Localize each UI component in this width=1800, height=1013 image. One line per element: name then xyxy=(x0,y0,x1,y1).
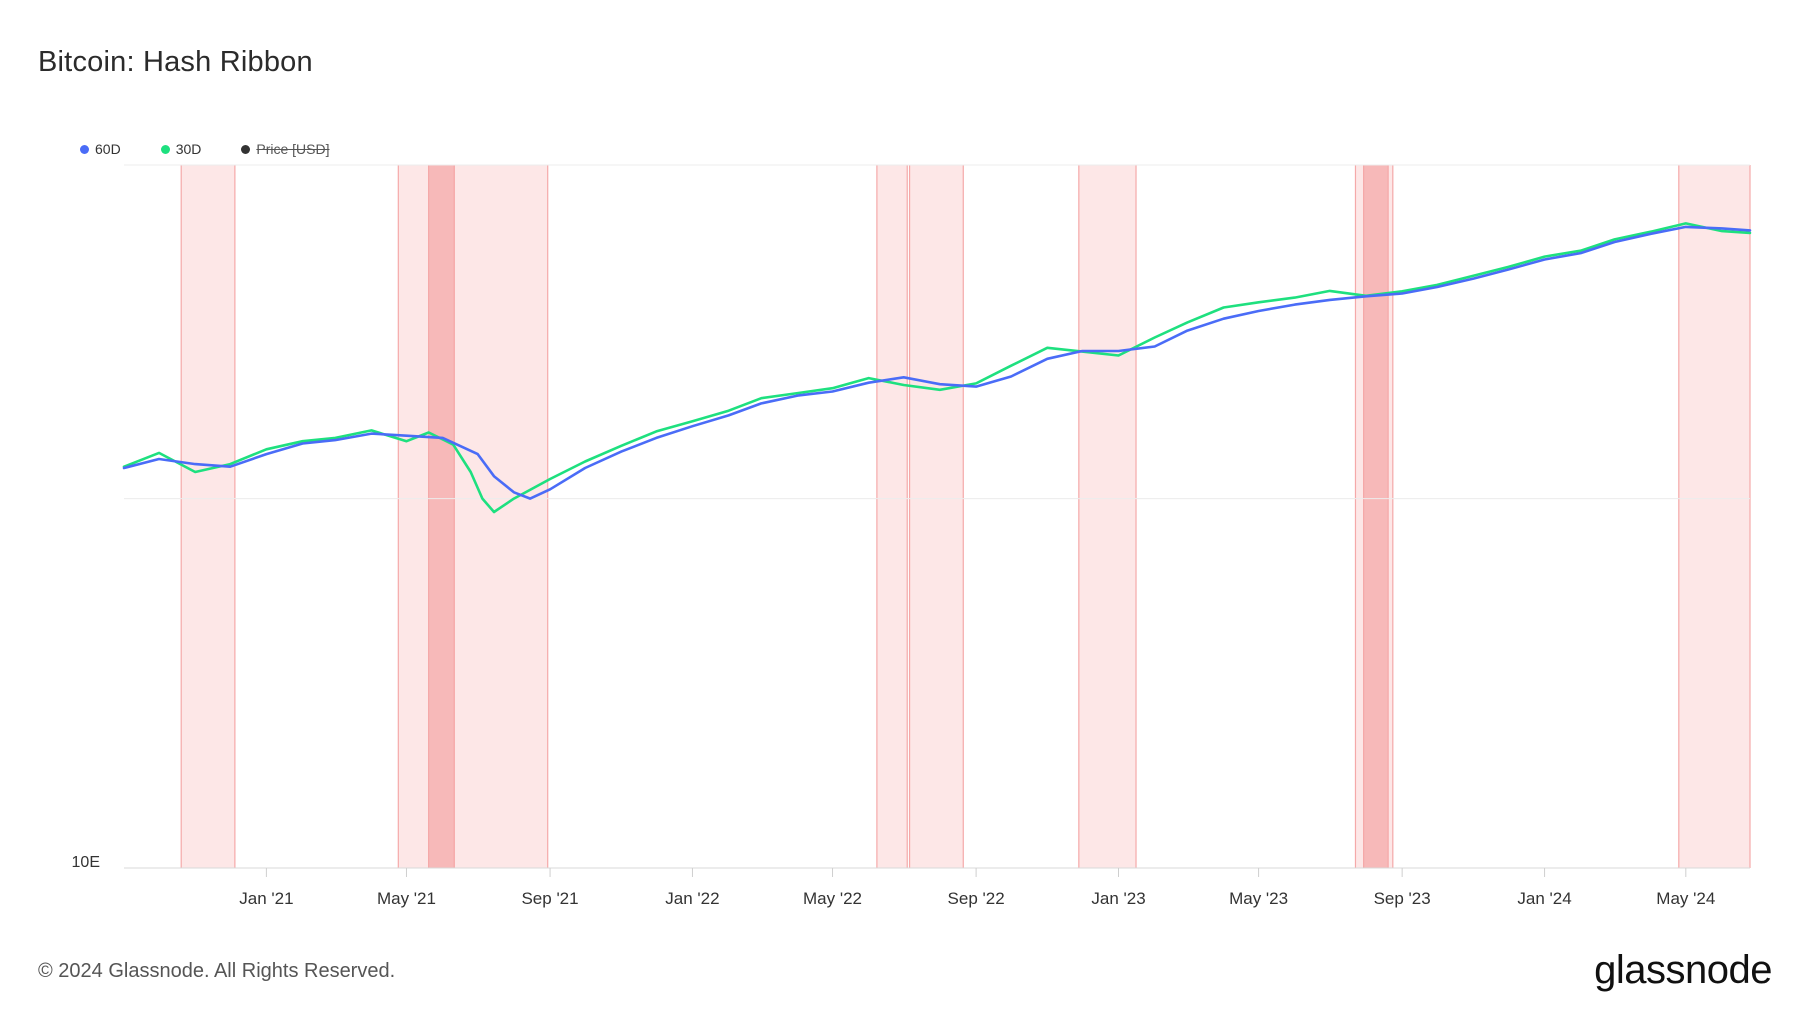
chart-title: Bitcoin: Hash Ribbon xyxy=(38,46,313,78)
brand-logo: glassnode xyxy=(1594,948,1772,992)
capitulation-zone xyxy=(454,165,548,868)
x-tick-label: May '22 xyxy=(803,889,862,908)
capitulation-zone xyxy=(1078,165,1137,868)
x-tick-label: May '23 xyxy=(1229,889,1288,908)
capitulation-zone xyxy=(1388,165,1393,868)
x-tick-label: Sep '22 xyxy=(948,889,1005,908)
x-tick-label: Sep '21 xyxy=(521,889,578,908)
legend-label-30d: 30D xyxy=(175,141,202,157)
capitulation-zone xyxy=(1355,165,1364,868)
capitulation-zone xyxy=(428,165,455,868)
x-tick-label: Jan '24 xyxy=(1517,889,1571,908)
legend-item-30d[interactable]: 30D xyxy=(160,141,202,157)
capitulation-zone xyxy=(181,165,235,868)
x-tick-label: Jan '23 xyxy=(1091,889,1145,908)
capitulation-zone xyxy=(398,165,429,868)
capitulation-zone xyxy=(1363,165,1389,868)
legend-item-price[interactable]: Price [USD] xyxy=(241,141,330,157)
x-tick-label: Jan '21 xyxy=(239,889,293,908)
x-tick-label: May '24 xyxy=(1656,889,1715,908)
capitulation-zone xyxy=(909,165,964,868)
copyright-text: © 2024 Glassnode. All Rights Reserved. xyxy=(38,960,396,982)
axes: Jan '21 May '21 Sep '21 Jan '22 May '22 Sep '… xyxy=(72,854,1750,908)
series-lines xyxy=(122,222,1752,514)
capitulation-zone xyxy=(1678,165,1750,868)
y-tick-label: 10E xyxy=(72,854,100,871)
capitulation-zones xyxy=(180,165,1751,868)
x-tick-label: Jan '22 xyxy=(665,889,719,908)
legend: 60D 30D Price [USD] xyxy=(80,141,330,157)
x-tick-label: May '21 xyxy=(377,889,436,908)
legend-dot-30d xyxy=(160,144,170,154)
capitulation-zone xyxy=(876,165,908,868)
legend-label-price: Price [USD] xyxy=(256,141,330,157)
legend-item-60d[interactable]: 60D xyxy=(80,141,121,157)
series-line-60d xyxy=(122,225,1752,500)
x-tick-label: Sep '23 xyxy=(1374,889,1431,908)
legend-label-60d: 60D xyxy=(95,141,121,157)
legend-dot-price xyxy=(241,144,251,154)
series-line-30d xyxy=(122,222,1752,514)
legend-dot-60d xyxy=(80,144,89,154)
